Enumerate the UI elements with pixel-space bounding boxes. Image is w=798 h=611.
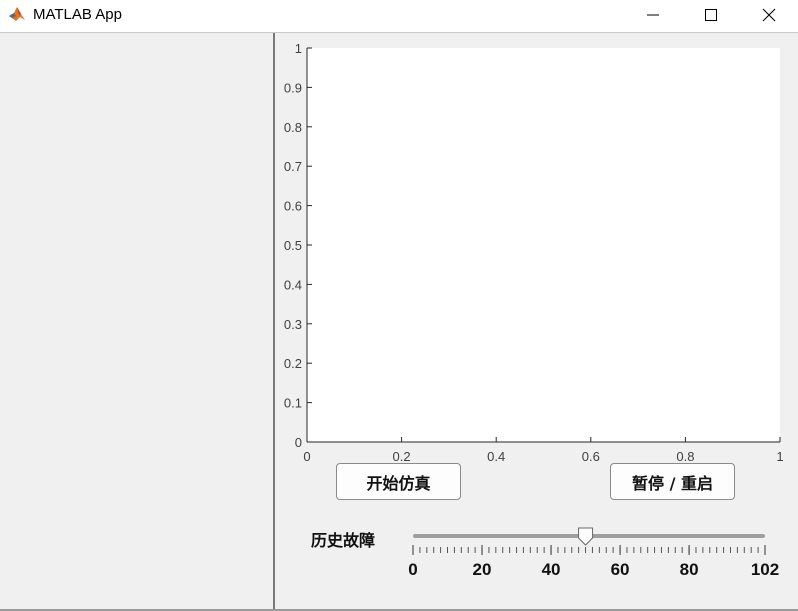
maximize-icon — [705, 9, 717, 21]
slider-label: 历史故障 — [311, 531, 376, 550]
slider-tick-label: 0 — [408, 560, 417, 579]
slider-tick-label: 60 — [611, 560, 630, 579]
title-bar-border — [0, 32, 798, 33]
y-tick-label: 0.1 — [284, 396, 302, 411]
matlab-logo-icon — [9, 7, 25, 21]
slider-tick-label: 40 — [542, 560, 561, 579]
left-panel — [0, 33, 273, 611]
plot-axes[interactable]: 0 0.2 0.4 0.6 0.8 1 0 0.1 0.2 0.3 0.4 0.5 0.6 0.7 0.8… — [275, 33, 798, 463]
slider-tick-label: 80 — [680, 560, 699, 579]
slider-tick-label: 102 — [751, 560, 779, 579]
x-tick-label: 0.8 — [676, 449, 694, 463]
y-tick-label: 0 — [295, 435, 302, 450]
x-ticks: 0 0.2 0.4 0.6 0.8 1 — [303, 437, 784, 463]
y-tick-label: 1 — [295, 41, 302, 56]
slider-tick-labels: 0 20 40 60 80 102 — [408, 560, 779, 579]
y-ticks: 0 0.1 0.2 0.3 0.4 0.5 0.6 0.7 0.8 0.9 1 — [284, 41, 312, 450]
history-fault-slider[interactable]: 0 20 40 60 80 102 — [400, 520, 790, 582]
panel-divider[interactable] — [273, 33, 275, 611]
x-tick-label: 1 — [776, 449, 783, 463]
y-tick-label: 0.6 — [284, 199, 302, 214]
window-bottom-border — [0, 609, 798, 611]
close-button[interactable] — [746, 0, 792, 30]
y-tick-label: 0.4 — [284, 277, 302, 292]
y-tick-label: 0.9 — [284, 80, 302, 95]
slider-tick-label: 20 — [473, 560, 492, 579]
x-tick-label: 0.6 — [582, 449, 600, 463]
x-tick-label: 0 — [303, 449, 310, 463]
y-tick-label: 0.2 — [284, 356, 302, 371]
slider-ticks — [412, 545, 766, 555]
maximize-button[interactable] — [688, 0, 734, 30]
x-tick-label: 0.4 — [487, 449, 505, 463]
y-tick-label: 0.8 — [284, 120, 302, 135]
axes-background — [307, 48, 780, 442]
pause-restart-button[interactable]: 暂停 / 重启 — [610, 463, 735, 500]
window-title: MATLAB App — [33, 6, 122, 23]
y-tick-label: 0.7 — [284, 159, 302, 174]
x-tick-label: 0.2 — [393, 449, 411, 463]
minimize-icon — [647, 14, 659, 16]
y-tick-label: 0.5 — [284, 238, 302, 253]
slider-thumb[interactable] — [578, 527, 594, 546]
minimize-button[interactable] — [630, 0, 676, 30]
y-tick-label: 0.3 — [284, 317, 302, 332]
close-icon — [762, 8, 776, 22]
start-simulation-button[interactable]: 开始仿真 — [336, 463, 461, 500]
title-bar: MATLAB App — [0, 0, 798, 32]
